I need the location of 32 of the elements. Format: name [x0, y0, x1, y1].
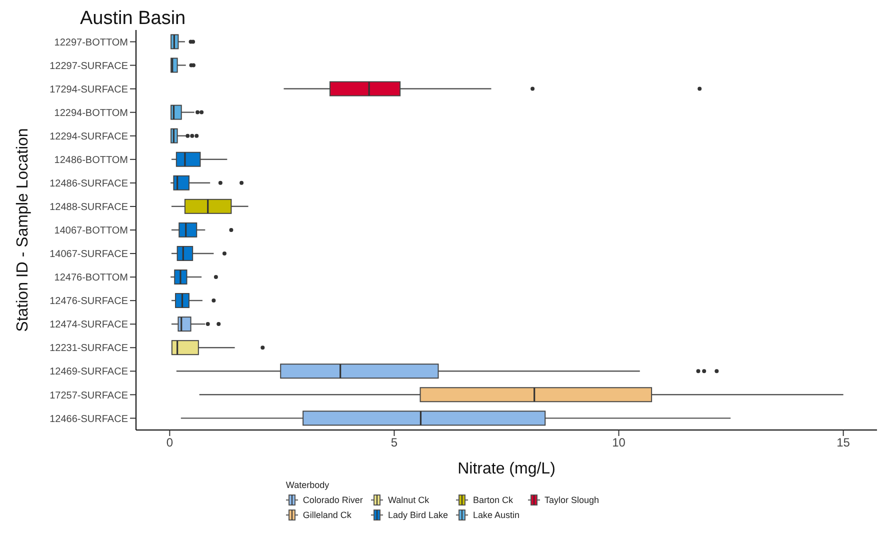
- y-tick-label: 14067-BOTTOM: [54, 226, 128, 237]
- y-tick-label: 17257-SURFACE: [50, 390, 128, 402]
- y-tick-label: 14067-SURFACE: [50, 249, 128, 260]
- legend-label: Lady Bird Lake: [388, 510, 448, 520]
- x-tick-label: 10: [612, 436, 626, 450]
- legend-label: Lake Austin: [472, 510, 520, 520]
- y-tick-label: 12476-BOTTOM: [54, 272, 128, 284]
- x-tick-label: 0: [166, 436, 174, 450]
- y-tick-label: 12294-SURFACE: [50, 131, 128, 142]
- legend-label: Taylor Slough: [544, 495, 600, 505]
- chart-title: Austin Basin: [80, 8, 187, 30]
- legend-label: Colorado River: [302, 495, 363, 505]
- y-tick-label: 12486-SURFACE: [50, 178, 128, 190]
- x-tick-label: 5: [390, 436, 398, 450]
- y-tick-label: 12469-SURFACE: [50, 366, 128, 378]
- y-tick-label: 12297-BOTTOM: [54, 37, 128, 48]
- legend-label: Gilleland Ck: [302, 510, 352, 520]
- y-tick-label: 12486-BOTTOM: [54, 154, 128, 166]
- x-axis-title: Nitrate (mg/L): [458, 460, 556, 478]
- y-tick-label: 12297-SURFACE: [50, 60, 128, 72]
- y-tick-label: 12488-SURFACE: [50, 202, 128, 214]
- y-tick-label: 12474-SURFACE: [50, 320, 128, 331]
- y-tick-label: 12231-SURFACE: [50, 343, 128, 354]
- y-tick-label: 12466-SURFACE: [50, 414, 128, 425]
- y-axis-title: Station ID - Sample Location: [14, 128, 32, 332]
- y-tick-label: 12476-SURFACE: [50, 296, 128, 308]
- legend-label: Walnut Ck: [388, 495, 430, 505]
- y-tick-label: 17294-SURFACE: [50, 84, 128, 96]
- legend-title: Waterbody: [286, 480, 330, 490]
- legend-label: Barton Ck: [472, 495, 514, 505]
- y-tick-label: 12294-BOTTOM: [54, 108, 128, 119]
- x-tick-label: 15: [836, 436, 850, 450]
